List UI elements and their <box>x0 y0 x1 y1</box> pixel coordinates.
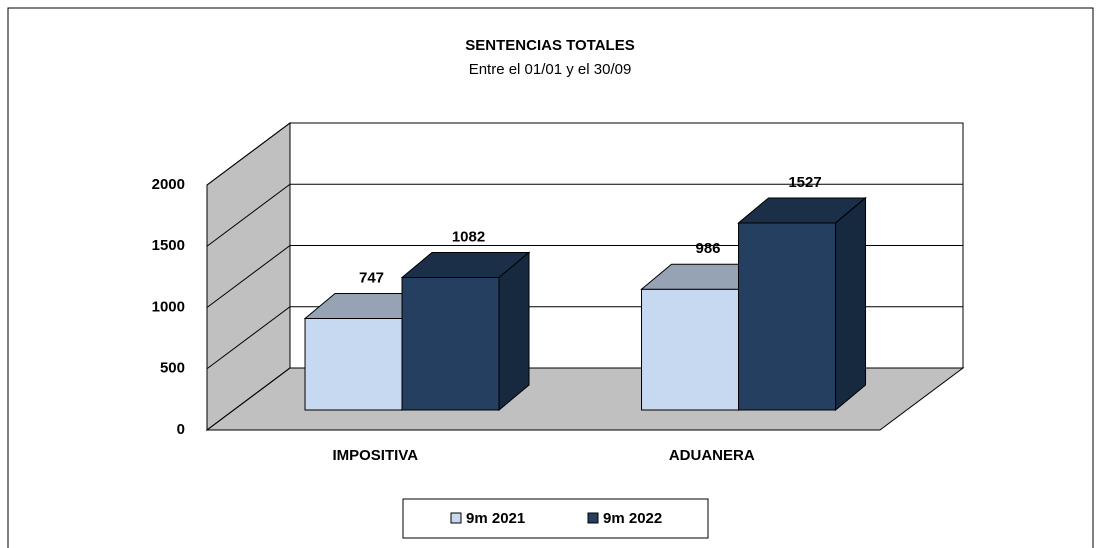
data-label: 986 <box>696 240 721 257</box>
y-tick-label: 0 <box>177 421 185 438</box>
bar-front <box>304 317 403 411</box>
data-label: 1082 <box>452 228 485 245</box>
legend-label: 9m 2022 <box>603 510 662 527</box>
y-tick-label: 500 <box>160 360 185 377</box>
chart-frame <box>7 7 1094 548</box>
x-tick-label: IMPOSITIVA <box>332 447 418 464</box>
y-tick-label: 1500 <box>152 237 185 254</box>
bar-side <box>835 196 867 412</box>
chart-title: SENTENCIAS TOTALES <box>465 37 634 54</box>
bar-front <box>738 222 837 411</box>
chart-subtitle: Entre el 01/01 y el 30/09 <box>469 61 632 78</box>
data-label: 1527 <box>788 174 821 191</box>
legend-swatch <box>450 512 462 524</box>
bar-front <box>641 288 740 411</box>
legend <box>402 498 709 539</box>
bar-side <box>498 251 530 412</box>
grid-line <box>206 183 963 247</box>
legend-swatch <box>587 512 599 524</box>
grid-line <box>206 122 963 186</box>
y-tick-label: 1000 <box>152 298 185 315</box>
data-label: 747 <box>359 269 384 286</box>
x-tick-label: ADUANERA <box>669 447 755 464</box>
legend-label: 9m 2021 <box>466 510 525 527</box>
y-tick-label: 2000 <box>152 176 185 193</box>
bar-front <box>401 276 500 411</box>
